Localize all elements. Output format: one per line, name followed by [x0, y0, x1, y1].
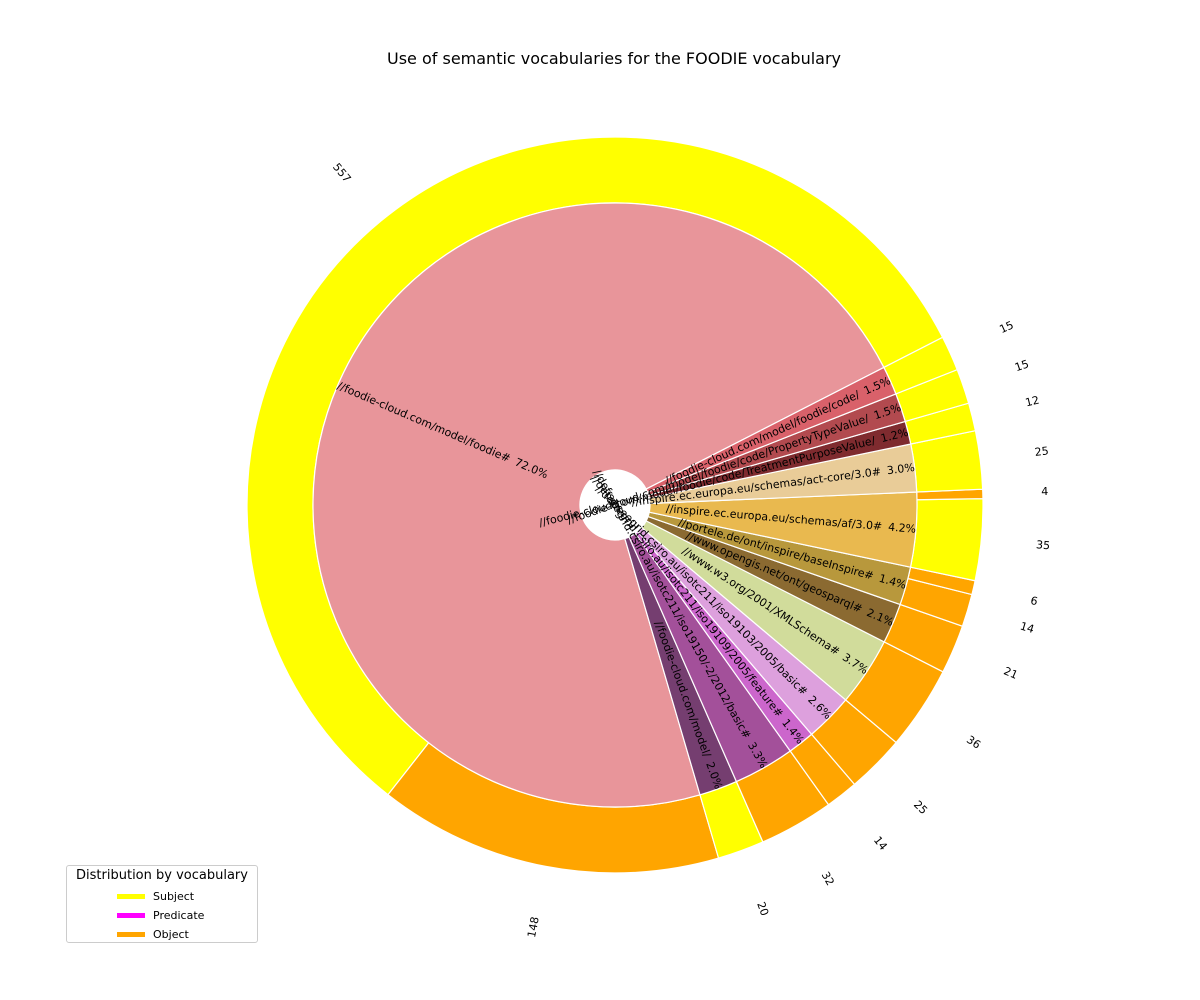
- legend-item-subject: Subject: [117, 887, 194, 905]
- inner-wedge: [312, 202, 885, 808]
- legend-label: Predicate: [153, 908, 205, 922]
- outer-count-label: 4: [1041, 485, 1048, 498]
- outer-count-label: 36: [964, 733, 983, 752]
- outer-count-label: 15: [1013, 357, 1030, 374]
- outer-count-label: 25: [1034, 444, 1049, 459]
- outer-count-label: 14: [1019, 620, 1036, 636]
- outer-count-label: 148: [525, 916, 542, 939]
- legend-title: Distribution by vocabulary: [76, 868, 248, 883]
- outer-count-label: 20: [754, 900, 771, 918]
- outer-count-label: 14: [871, 834, 890, 853]
- inner-wedge: [645, 366, 897, 493]
- outer-count-label: 21: [1002, 664, 1020, 681]
- legend-swatch: [117, 912, 145, 918]
- inner-ring: [312, 202, 918, 808]
- vocab-percent: 4.2%: [888, 521, 917, 536]
- outer-count-label: 25: [911, 798, 930, 817]
- legend-item-object: Object: [117, 925, 189, 943]
- outer-count-label: 32: [819, 869, 837, 888]
- outer-wedge: [909, 498, 984, 582]
- legend-swatch: [117, 931, 145, 937]
- outer-count-label: 6: [1029, 594, 1039, 608]
- legend-label: Object: [153, 927, 189, 941]
- outer-count-label: 557: [330, 161, 353, 185]
- legend-item-predicate: Predicate: [117, 906, 204, 924]
- legend: Distribution by vocabulary Subject Predi…: [66, 865, 258, 943]
- outer-count-label: 35: [1036, 538, 1051, 552]
- chart-title: Use of semantic vocabularies for the FOO…: [387, 49, 841, 68]
- vocab-percent: 1.2%: [879, 426, 909, 445]
- legend-swatch: [117, 893, 145, 899]
- outer-count-label: 15: [998, 318, 1016, 336]
- outer-count-label: 12: [1024, 394, 1041, 410]
- legend-label: Subject: [153, 889, 195, 903]
- vocab-percent: 3.0%: [886, 461, 915, 477]
